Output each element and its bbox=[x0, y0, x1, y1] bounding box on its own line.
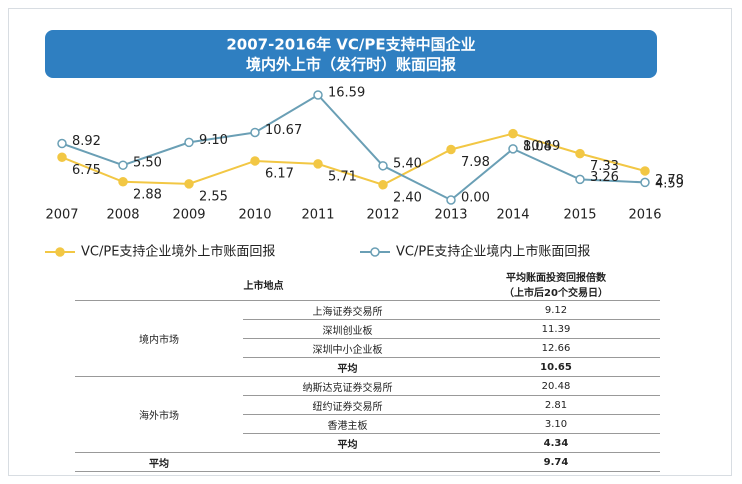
table-cell: 12.66 bbox=[452, 338, 660, 358]
table-row: 香港主板 3.10 bbox=[75, 414, 660, 434]
header-line: （上市后20个交易日） bbox=[504, 288, 608, 299]
data-label: 5.71 bbox=[328, 169, 357, 184]
data-label: 8.92 bbox=[72, 134, 101, 149]
table-cell: 深圳中小企业板 bbox=[243, 338, 452, 358]
chart-title: 境内外上市（发行时）账面回报 bbox=[246, 56, 456, 74]
data-label: 5.50 bbox=[133, 156, 162, 171]
marker bbox=[250, 127, 260, 138]
table: 上市地点 平均账面投资回报倍数 （上市后20个交易日） 境内市场 上海证券交易所 9.12… bbox=[75, 268, 660, 472]
table-row: 平均 9.74 bbox=[75, 452, 660, 472]
data-label: 10.67 bbox=[265, 123, 302, 138]
x-tick-label: 2009 bbox=[172, 208, 205, 223]
legend-label: VC/PE支持企业境内上市账面回报 bbox=[396, 244, 590, 260]
table-cell: 10.65 bbox=[452, 357, 660, 377]
data-label: 2.78 bbox=[655, 173, 684, 188]
table-cell: 平均 bbox=[243, 357, 452, 377]
title-banner bbox=[45, 30, 657, 78]
table-cell: 海外市场 bbox=[75, 376, 243, 453]
data-label: 0.00 bbox=[461, 191, 490, 206]
data-label: 7.98 bbox=[461, 155, 490, 170]
table-cell: 上市地点 bbox=[75, 268, 452, 301]
legend-marker bbox=[370, 247, 380, 257]
header-line: 平均账面投资回报倍数 bbox=[506, 273, 606, 284]
marker bbox=[446, 195, 456, 205]
x-tick-label: 2010 bbox=[238, 208, 271, 223]
x-tick-label: 2016 bbox=[628, 208, 661, 223]
legend-marker bbox=[55, 247, 65, 257]
legend-label: VC/PE支持企业境外上市账面回报 bbox=[81, 244, 275, 260]
table-cell: 20.48 bbox=[452, 376, 660, 396]
marker bbox=[378, 161, 388, 171]
marker bbox=[313, 159, 323, 169]
table-cell: 上海证券交易所 bbox=[243, 300, 452, 320]
marker bbox=[640, 166, 650, 176]
data-label: 6.75 bbox=[72, 163, 101, 178]
table-row: 上市地点 平均账面投资回报倍数 （上市后20个交易日） bbox=[75, 268, 660, 301]
marker bbox=[575, 148, 585, 159]
table-cell: 2.81 bbox=[452, 395, 660, 415]
table-row: 深圳创业板 11.39 bbox=[75, 319, 660, 339]
data-label: 6.17 bbox=[265, 166, 294, 181]
table-cell bbox=[243, 452, 452, 472]
data-label: 2.55 bbox=[199, 189, 228, 204]
table-cell: 深圳创业板 bbox=[243, 319, 452, 339]
table-cell: 平均 bbox=[75, 452, 243, 472]
marker bbox=[508, 128, 518, 139]
table-cell: 纽约证券交易所 bbox=[243, 395, 452, 415]
table-row: 纽约证券交易所 2.81 bbox=[75, 395, 660, 415]
marker bbox=[508, 144, 518, 154]
table-cell: 9.12 bbox=[452, 300, 660, 320]
line bbox=[61, 132, 646, 186]
table-cell: 11.39 bbox=[452, 319, 660, 339]
table-row: 海外市场 纳斯达克证券交易所 20.48 bbox=[75, 376, 660, 453]
marker bbox=[446, 144, 456, 155]
x-tick-label: 2011 bbox=[301, 208, 334, 223]
marker bbox=[57, 138, 67, 149]
chart-title: 2007-2016年 VC/PE支持中国企业 bbox=[226, 36, 475, 54]
data-label: 5.40 bbox=[393, 156, 422, 171]
marker bbox=[57, 152, 67, 163]
marker bbox=[313, 90, 323, 100]
table-cell: 境内市场 bbox=[75, 300, 243, 377]
marker bbox=[640, 177, 650, 188]
table-cell: 3.10 bbox=[452, 414, 660, 434]
data-label: 10.49 bbox=[523, 139, 560, 154]
table-row: 境内市场 上海证券交易所 9.12 bbox=[75, 300, 660, 377]
table-cell: 4.34 bbox=[452, 433, 660, 453]
table-cell: 9.74 bbox=[452, 452, 660, 472]
marker bbox=[378, 180, 388, 190]
marker bbox=[118, 177, 128, 187]
table-cell: 平均账面投资回报倍数 （上市后20个交易日） bbox=[452, 268, 660, 301]
x-tick-label: 2013 bbox=[434, 208, 467, 223]
x-tick-label: 2015 bbox=[563, 208, 596, 223]
data-label: 4.59 bbox=[655, 176, 684, 191]
table-row: 平均 4.34 bbox=[75, 433, 660, 453]
data-label: 8.08 bbox=[523, 139, 552, 154]
marker bbox=[575, 174, 585, 185]
marker bbox=[250, 156, 260, 166]
data-label: 7.33 bbox=[590, 159, 619, 174]
data-label: 9.10 bbox=[199, 133, 228, 148]
table-row: 深圳中小企业板 12.66 bbox=[75, 338, 660, 358]
table-row: 平均 10.65 bbox=[75, 357, 660, 377]
data-label: 2.88 bbox=[133, 187, 162, 202]
data-label: 2.40 bbox=[393, 190, 422, 205]
marker bbox=[184, 179, 194, 189]
marker bbox=[118, 160, 128, 170]
table-cell: 纳斯达克证券交易所 bbox=[243, 376, 452, 396]
marker bbox=[184, 137, 194, 148]
line bbox=[61, 93, 646, 202]
x-tick-label: 2012 bbox=[366, 208, 399, 223]
data-label: 16.59 bbox=[328, 86, 365, 101]
x-tick-label: 2008 bbox=[106, 208, 139, 223]
x-tick-label: 2007 bbox=[45, 208, 78, 223]
data-label: 3.26 bbox=[590, 170, 619, 185]
x-tick-label: 2014 bbox=[496, 208, 529, 223]
table-cell: 平均 bbox=[243, 433, 452, 453]
table-cell: 香港主板 bbox=[243, 414, 452, 434]
